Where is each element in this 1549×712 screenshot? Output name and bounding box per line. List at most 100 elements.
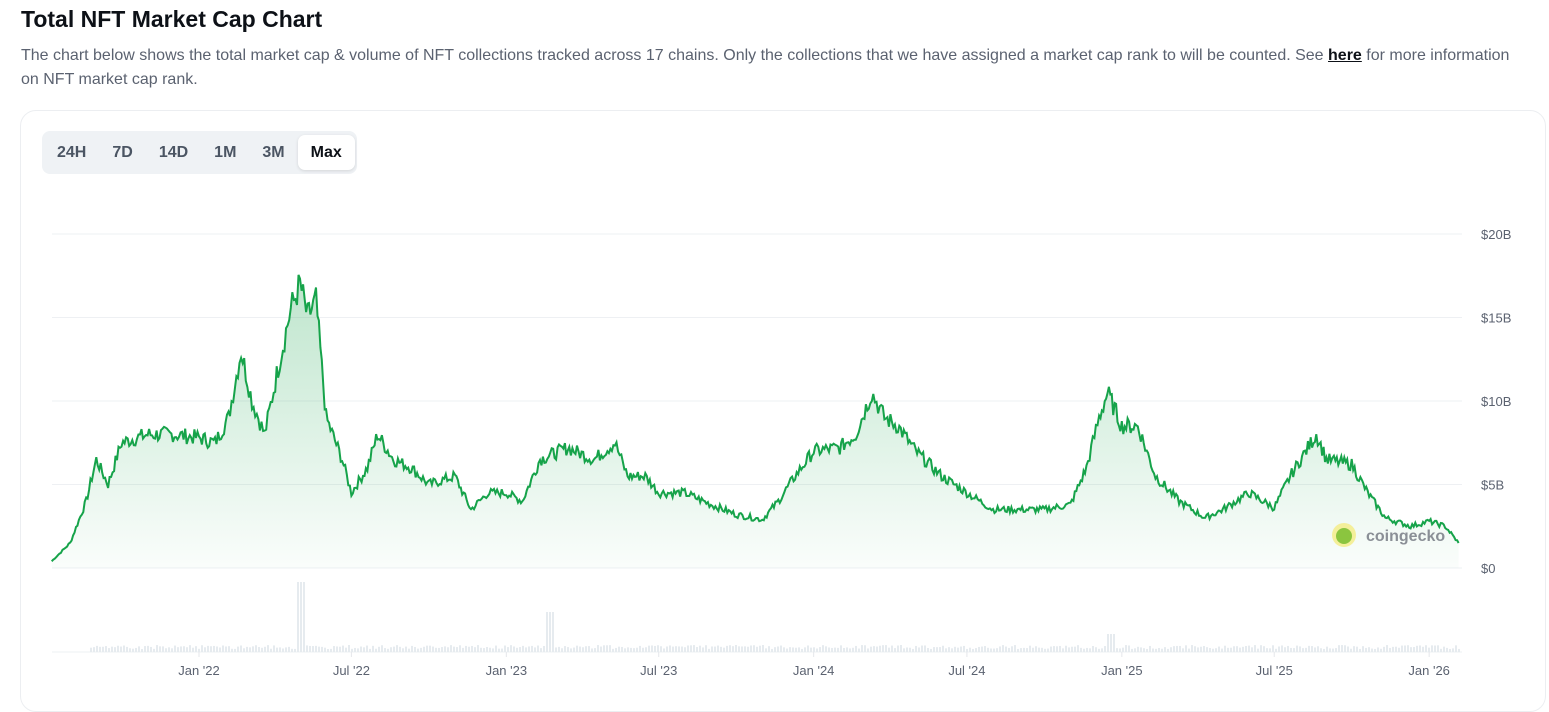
volume-bar xyxy=(687,645,689,652)
volume-bar xyxy=(1362,646,1364,652)
x-tick-label: Jul '24 xyxy=(948,663,985,678)
volume-bar xyxy=(360,646,362,652)
volume-bar xyxy=(1371,648,1373,652)
volume-bar xyxy=(501,648,503,652)
volume-bar xyxy=(618,646,620,652)
volume-bar xyxy=(675,646,677,652)
volume-bar xyxy=(522,645,524,652)
volume-bar xyxy=(468,646,470,652)
volume-bar xyxy=(1218,646,1220,652)
volume-bar xyxy=(849,648,851,652)
volume-bar xyxy=(1191,645,1193,652)
page-title: Total NFT Market Cap Chart xyxy=(21,6,323,32)
volume-bar xyxy=(1317,646,1319,652)
volume-bar xyxy=(426,645,428,652)
tab-max[interactable]: Max xyxy=(297,135,355,170)
volume-bar xyxy=(957,647,959,652)
volume-bar xyxy=(723,647,725,652)
volume-bar xyxy=(1374,648,1376,652)
watermark: coingecko xyxy=(1366,528,1445,545)
volume-bar xyxy=(795,647,797,652)
tab-7d[interactable]: 7D xyxy=(112,144,133,161)
x-tick-label: Jan '22 xyxy=(178,663,220,678)
volume-bar xyxy=(333,646,335,652)
volume-bar xyxy=(747,646,749,652)
volume-bar xyxy=(168,647,170,652)
volume-bar xyxy=(192,647,194,652)
volume-bar xyxy=(1416,645,1418,652)
volume-bar xyxy=(1023,647,1025,652)
here-link[interactable]: here xyxy=(1328,47,1362,64)
volume-bar xyxy=(990,648,992,652)
volume-bar xyxy=(1173,646,1175,652)
volume-bar xyxy=(177,647,179,652)
volume-bar xyxy=(1455,645,1457,652)
volume-bar xyxy=(474,647,476,652)
volume-bar xyxy=(276,647,278,652)
volume-bar xyxy=(1413,647,1415,652)
tab-14d[interactable]: 14D xyxy=(158,144,189,161)
volume-bar xyxy=(681,646,683,652)
volume-bar xyxy=(630,647,632,652)
volume-bar xyxy=(909,647,911,652)
volume-bar xyxy=(948,647,950,652)
volume-bar xyxy=(1044,648,1046,652)
volume-bar xyxy=(213,645,215,652)
volume-bar xyxy=(1098,648,1100,652)
volume-bar xyxy=(654,645,656,652)
volume-bar xyxy=(243,648,245,652)
volume-bar xyxy=(315,645,317,652)
volume-bar xyxy=(1377,647,1379,652)
volume-bar xyxy=(219,647,221,652)
volume-bar xyxy=(978,646,980,652)
y-tick-label: $15B xyxy=(1481,311,1511,326)
tab-3m[interactable]: 3M xyxy=(262,144,285,161)
volume-bar xyxy=(1131,648,1133,652)
volume-bar xyxy=(1245,645,1247,652)
volume-bar xyxy=(1221,648,1223,652)
volume-bar xyxy=(1077,645,1079,652)
volume-bar xyxy=(588,646,590,652)
volume-bar xyxy=(123,645,125,652)
volume-bar xyxy=(1134,648,1136,652)
volume-bar xyxy=(471,645,473,652)
tab-24h[interactable]: 24H xyxy=(57,144,87,161)
volume-bar xyxy=(1062,648,1064,652)
volume-bar xyxy=(750,645,752,652)
volume-bar xyxy=(1341,645,1343,652)
volume-bar xyxy=(504,645,506,652)
volume-bar xyxy=(375,648,377,652)
volume-bar xyxy=(1434,645,1436,652)
volume-bar xyxy=(135,647,137,652)
volume-bar xyxy=(831,647,833,652)
volume-bar xyxy=(414,646,416,652)
volume-bar xyxy=(456,647,458,652)
volume-bar xyxy=(888,647,890,652)
volume-bar xyxy=(126,646,128,652)
volume-bar xyxy=(1293,648,1295,652)
volume-bar xyxy=(972,648,974,652)
volume-bar xyxy=(1164,647,1166,652)
volume-bar xyxy=(90,647,92,652)
volume-bar xyxy=(297,582,299,652)
volume-bar xyxy=(354,647,356,652)
volume-bar xyxy=(624,648,626,652)
volume-bar xyxy=(669,645,671,652)
tab-1m[interactable]: 1M xyxy=(214,144,237,161)
volume-bar xyxy=(1092,645,1094,652)
x-tick-label: Jul '22 xyxy=(333,663,370,678)
volume-bar xyxy=(423,646,425,652)
volume-bar xyxy=(984,646,986,652)
market-cap-chart[interactable]: $0 $5B $10B $15B $20B Jan '22 Jul '22 Jan '23 Ju… xyxy=(0,0,1549,694)
volume-bar xyxy=(138,646,140,652)
volume-bar xyxy=(402,648,404,652)
volume-bar xyxy=(798,647,800,652)
volume-bar xyxy=(1230,647,1232,652)
volume-bar xyxy=(621,646,623,652)
volume-bar xyxy=(345,647,347,652)
coingecko-logo-icon xyxy=(1336,528,1352,544)
volume-bar xyxy=(1149,645,1151,652)
volume-bar xyxy=(894,648,896,652)
volume-bar xyxy=(1227,647,1229,652)
volume-bar xyxy=(1053,646,1055,652)
